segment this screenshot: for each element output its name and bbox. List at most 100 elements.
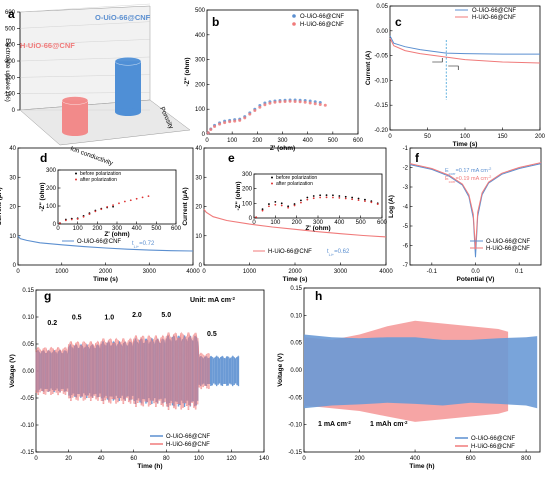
- panel-d-inset-point-1: [112, 204, 114, 207]
- panel-f-chart: -0.1 0.0 0.1 -1 -2 -3 -4 -5 -6 -7 Potential (V) Log…: [388, 146, 542, 283]
- panel-e-inset-point-0: [300, 199, 302, 202]
- panel-h-y-tick-label: 0.00: [290, 368, 302, 374]
- panel-b-point-h: [248, 112, 252, 116]
- panel-f-y-tick-label: -3: [403, 185, 409, 191]
- panel-letter-g: g: [44, 289, 51, 303]
- panel-b-chart: 0 100 200 300 400 500 600 0 100 200 300 400 500 Z' (o…: [184, 8, 364, 152]
- panel-letter-b: b: [212, 15, 219, 29]
- panel-f-x-tick-label: -0.1: [427, 269, 438, 275]
- panel-b-y-tick-label: 400: [195, 33, 206, 39]
- panel-letter-h: h: [315, 289, 322, 303]
- panel-d-legend-label: O-UiO-66@CNF: [77, 239, 121, 245]
- panel-e-inset-x-tick-label: 300: [313, 220, 324, 226]
- panel-d-inset-point-1: [76, 218, 79, 220]
- panel-b-point-h: [303, 100, 307, 104]
- panel-e-inset-point-1: [306, 198, 309, 201]
- panel-f-ecorr-value: =0.17 mA cm: [456, 168, 489, 174]
- panel-b-x-tick-label: 500: [328, 138, 339, 144]
- panel-b-x-tick-label: 300: [277, 138, 288, 144]
- panel-a-grid-line: [19, 21, 151, 29]
- panel-d-inset-plot-frame: [57, 169, 177, 225]
- panel-b-x-tick-label: 100: [227, 138, 238, 144]
- panel-e-inset-point-1: [255, 216, 258, 219]
- panel-a-y-tick-label: 500: [5, 26, 16, 32]
- panel-b-legend-marker: [292, 22, 296, 26]
- panel-f-ecorr-label: Ecorr=0.19 mA cm-2: [445, 174, 492, 184]
- panel-e-legend-label: H-UiO-66@CNF: [268, 249, 312, 255]
- panel-e-inset-y-tick-label: 100: [242, 201, 253, 207]
- panel-d-y-tick-label: 30: [9, 175, 16, 181]
- panel-b-point-h: [243, 116, 247, 120]
- panel-f-ecorr-sub: corr: [449, 171, 457, 176]
- panel-e-inset-point-0: [351, 196, 354, 199]
- panel-b-legend-label: H-UiO-66@CNF: [300, 22, 344, 28]
- panel-g-y-tick-label: -0.15: [20, 450, 34, 456]
- panel-d-inset-point-0: [112, 205, 114, 208]
- panel-e-t-label: tLi+=0.62: [327, 249, 350, 257]
- panel-d-main-line: [17, 235, 194, 252]
- panel-g-rate-label: 2.0: [132, 312, 142, 319]
- panel-f-legend-label: O-UiO-66@CNF: [486, 239, 530, 245]
- panel-g-rate-label: 1.0: [104, 315, 114, 322]
- panel-b-legend-label: O-UiO-66@CNF: [300, 14, 344, 20]
- panel-d-x-tick-label: 3000: [143, 269, 157, 275]
- panel-c-y-tick-label: 0.05: [376, 4, 388, 10]
- panel-d-y-label: Current (μA): [0, 187, 3, 225]
- panel-b-point-h: [218, 122, 222, 126]
- panel-d-inset-x-tick-label: 300: [112, 226, 123, 232]
- panel-e-inset-point-1: [261, 209, 264, 212]
- panel-d-y-tick-label: 20: [9, 205, 16, 211]
- panel-c-legend-label: H-UiO-66@CNF: [472, 15, 516, 21]
- panel-letter-a: a: [8, 7, 15, 21]
- panel-g-x-tick-label: 60: [130, 456, 137, 462]
- panel-letter-f: f: [415, 151, 420, 165]
- panel-e-inset-point-0: [261, 208, 264, 211]
- panel-e-inset-point-1: [287, 206, 290, 209]
- panel-c-x-label: Time (s): [453, 141, 478, 148]
- panel-f-x-tick-label: 0.0: [471, 269, 480, 275]
- panel-d-inset-point-1: [147, 195, 150, 198]
- panel-e-x-tick-label: 3000: [334, 269, 348, 275]
- panel-g-y-tick-label: -0.05: [20, 396, 34, 402]
- panel-b-x-tick-label: 0: [205, 138, 209, 144]
- panel-b-point-h: [288, 99, 292, 103]
- panel-g-x-label: Time (h): [137, 463, 162, 470]
- panel-e-y-tick-label: 20: [195, 205, 202, 211]
- panel-b-x-label: Z' (ohm): [270, 145, 295, 152]
- panel-g-y-tick-label: -0.10: [20, 423, 34, 429]
- panel-a-y-tick-label: 0: [12, 108, 16, 114]
- panel-e-y-tick-label: 40: [195, 146, 202, 152]
- panel-e-inset-point-0: [344, 195, 347, 198]
- panel-e-y-tick-label: 30: [195, 175, 202, 181]
- panel-e-inset-x-tick-label: 0: [252, 220, 256, 226]
- panel-c-arrow-annotation: [432, 58, 459, 70]
- panel-c-chart: 0 50 100 150 200 0.05 0.00 -0.05 -0.10 -0.15 -0.20…: [365, 4, 546, 148]
- panel-h-condition-capacity: 1 mAh cm-2: [370, 420, 408, 429]
- panel-c-y-tick-label: -0.05: [374, 54, 388, 60]
- panel-a-bar-top: [114, 57, 142, 66]
- panel-f-y-label: Log (A): [388, 195, 395, 218]
- panel-a-bar-body: [115, 61, 141, 112]
- panel-e-inset-point-1: [274, 203, 277, 206]
- panel-e-inset-point-0: [364, 198, 366, 201]
- panel-f-ecorr-label: Ecorr=0.17 mA cm-2: [445, 166, 492, 176]
- panel-g-x-tick-label: 120: [226, 456, 237, 462]
- panel-b-legend-marker: [292, 14, 296, 18]
- panel-b-point-h: [278, 100, 282, 104]
- panel-g-rate-label: 0.5: [207, 331, 217, 338]
- panel-b-x-tick-label: 200: [252, 138, 263, 144]
- panel-d-inset-y-tick-label: 0: [53, 222, 57, 228]
- panel-f-x-label: Potential (V): [457, 276, 495, 283]
- panel-d-inset-x-tick-label: 0: [56, 226, 60, 232]
- panel-e-inset-point-1: [312, 197, 315, 200]
- panel-e-inset-x-tick-label: 500: [356, 220, 367, 226]
- panel-g-rate-label: 0.2: [47, 320, 57, 327]
- panel-e-inset-point-0: [287, 205, 290, 208]
- panel-g-x-tick-label: 0: [34, 456, 38, 462]
- panel-letter-e: e: [228, 151, 235, 165]
- panel-d-x-tick-label: 2000: [99, 269, 113, 275]
- panel-e-x-tick-label: 1000: [243, 269, 257, 275]
- panel-b-point-h: [323, 103, 327, 107]
- panel-b-y-tick-label: 100: [195, 107, 206, 113]
